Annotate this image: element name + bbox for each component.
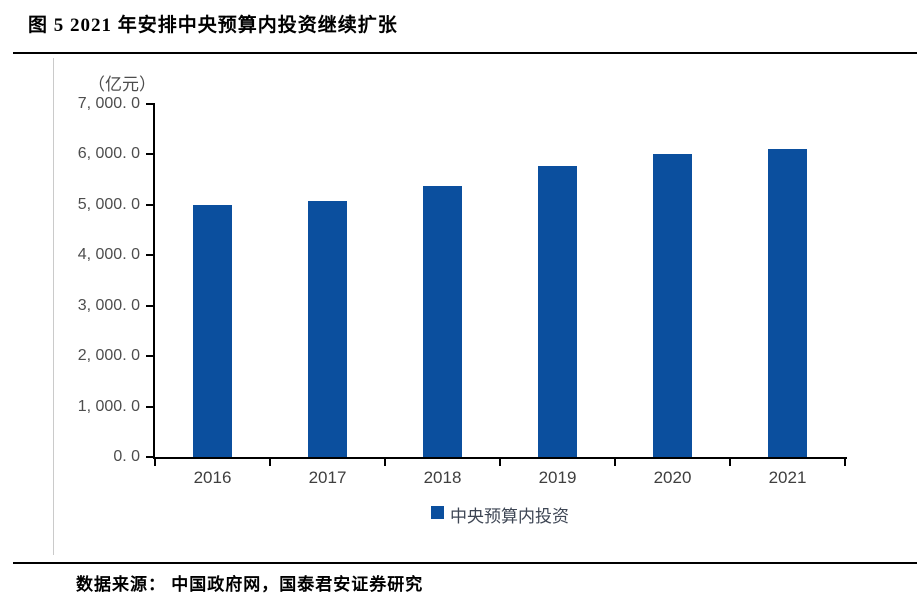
y-axis-unit-label: （亿元） bbox=[88, 75, 156, 94]
y-axis-tick-label: 0. 0 bbox=[113, 448, 140, 465]
x-axis-tick bbox=[499, 457, 501, 466]
y-axis-line bbox=[153, 104, 155, 459]
y-axis-tick bbox=[146, 304, 155, 307]
x-axis-label: 2016 bbox=[193, 468, 232, 487]
y-axis-tick-label: 4, 000. 0 bbox=[77, 246, 140, 264]
bar-2016 bbox=[193, 205, 232, 457]
x-axis-tick bbox=[729, 457, 731, 466]
y-axis-tick-label: 3, 000. 0 bbox=[77, 296, 140, 314]
x-axis-label: 2021 bbox=[768, 468, 807, 487]
y-axis-tick bbox=[146, 153, 155, 156]
title-underline bbox=[13, 52, 917, 54]
y-axis-tick bbox=[146, 355, 155, 358]
bar-2020 bbox=[653, 154, 692, 457]
x-axis-tick bbox=[154, 457, 156, 466]
legend-marker-icon bbox=[431, 506, 444, 519]
x-axis-tick bbox=[384, 457, 386, 466]
x-axis-tick bbox=[614, 457, 616, 466]
figure-title: 图 5 2021 年安排中央预算内投资继续扩张 bbox=[28, 15, 398, 36]
left-border-line bbox=[53, 58, 54, 555]
x-axis-label: 2018 bbox=[423, 468, 462, 487]
y-axis-tick-label: 7, 000. 0 bbox=[77, 95, 140, 112]
chart-legend: 中央预算内投资 bbox=[155, 502, 845, 527]
y-axis-tick bbox=[146, 203, 155, 206]
y-axis-tick bbox=[146, 405, 155, 408]
bar-2021 bbox=[768, 149, 807, 457]
y-axis-tick bbox=[146, 254, 155, 257]
x-axis-label: 2020 bbox=[653, 468, 692, 487]
x-axis-tick bbox=[844, 457, 846, 466]
y-axis-tick bbox=[146, 456, 155, 458]
x-axis-label: 2019 bbox=[538, 468, 577, 487]
y-axis-tick-label: 6, 000. 0 bbox=[77, 145, 140, 163]
bar-2019 bbox=[538, 166, 577, 457]
legend-label: 中央预算内投资 bbox=[450, 507, 569, 526]
bar-2017 bbox=[308, 201, 347, 457]
y-axis-tick-label: 5, 000. 0 bbox=[77, 195, 140, 213]
bar-2018 bbox=[423, 186, 462, 457]
y-axis-tick-label: 2, 000. 0 bbox=[77, 347, 140, 365]
data-source-text: 数据来源： 中国政府网，国泰君安证券研究 bbox=[76, 575, 424, 594]
x-axis-tick bbox=[269, 457, 271, 466]
y-axis-tick-label: 1, 000. 0 bbox=[77, 397, 140, 415]
x-axis-label: 2017 bbox=[308, 468, 347, 487]
y-axis-tick bbox=[146, 103, 155, 105]
footer-rule bbox=[13, 562, 917, 564]
